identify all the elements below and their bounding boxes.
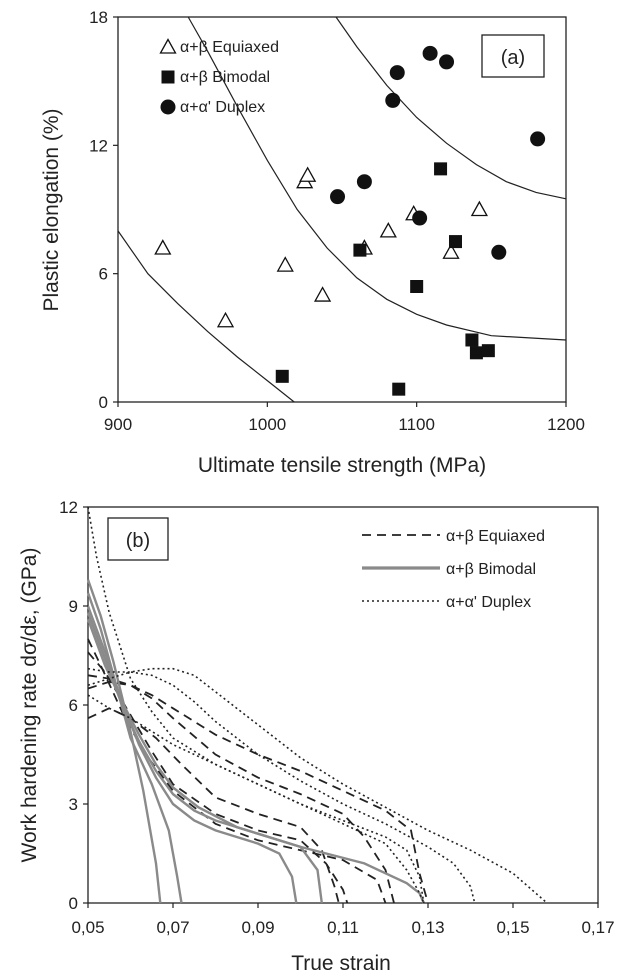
data-point-filled-square-4 bbox=[410, 280, 424, 293]
data-point-filled-square-6 bbox=[448, 235, 462, 249]
panel-a-tag: (a) bbox=[501, 47, 525, 69]
legend-label: α+β Bimodal bbox=[446, 561, 536, 578]
x-tick-label: 1100 bbox=[398, 415, 435, 434]
panel-a-markers bbox=[154, 45, 546, 396]
data-point-filled-circle-5 bbox=[412, 210, 428, 226]
x-tick-label: 0,09 bbox=[241, 918, 274, 937]
data-point-open-triangle-11 bbox=[470, 200, 488, 217]
panel-b-ticks: 0,05 0,07 0,09 0,11 0,13 0,15 0,17 0 3 6 9 12 bbox=[59, 498, 614, 937]
data-point-filled-square-7 bbox=[465, 333, 479, 347]
panel-b-x-axis-label: True strain bbox=[291, 952, 391, 975]
panel-b-y-axis-label: Work hardening rate dσ/dε, (GPa) bbox=[18, 548, 41, 863]
x-tick-label: 0,05 bbox=[71, 918, 104, 937]
data-point-filled-square-5 bbox=[434, 162, 448, 176]
legend-label: α+β Equiaxed bbox=[180, 39, 279, 56]
series-dashed-curve-3 bbox=[87, 651, 349, 904]
data-point-open-triangle-6 bbox=[313, 286, 332, 302]
legend-marker-filled-square bbox=[161, 70, 175, 84]
data-point-open-triangle-1 bbox=[154, 239, 172, 255]
panel-a-y-axis-label: Plastic elongation (%) bbox=[40, 108, 63, 311]
series-solid-curve-5 bbox=[86, 618, 425, 904]
x-tick-label: 0,17 bbox=[581, 918, 614, 937]
data-point-filled-circle-6 bbox=[422, 45, 438, 61]
panel-a-x-axis-label: Ultimate tensile strength (MPa) bbox=[198, 454, 486, 477]
y-tick-label: 6 bbox=[69, 696, 78, 715]
panel-a: 900 1000 1100 1200 0 6 12 18 Ultimate tensile s… bbox=[40, 8, 585, 477]
y-tick-label: 0 bbox=[69, 894, 78, 913]
y-tick-label: 9 bbox=[69, 597, 78, 616]
data-point-filled-square-1 bbox=[275, 369, 289, 383]
series-solid-curve-2 bbox=[86, 592, 183, 904]
legend-label: α+α' Duplex bbox=[180, 99, 265, 116]
data-point-filled-square-3 bbox=[392, 382, 406, 396]
legend-label: α+β Bimodal bbox=[180, 69, 270, 86]
y-tick-label: 0 bbox=[99, 393, 108, 412]
y-tick-label: 18 bbox=[89, 8, 108, 27]
x-tick-label: 1200 bbox=[547, 415, 585, 434]
panel-b-tag: (b) bbox=[126, 530, 150, 552]
panel-b-tag-box bbox=[107, 517, 169, 561]
legend-label: α+β Equiaxed bbox=[446, 528, 545, 545]
series-dashed-curve-1 bbox=[87, 674, 429, 904]
panel-a-ticks: 900 1000 1100 1200 0 6 12 18 bbox=[89, 8, 585, 434]
data-point-filled-circle-1 bbox=[330, 189, 346, 205]
data-point-open-triangle-8 bbox=[379, 222, 397, 238]
series-dashed-curve-5 bbox=[87, 707, 340, 904]
data-point-filled-circle-9 bbox=[530, 131, 546, 147]
data-point-open-triangle-2 bbox=[216, 311, 235, 328]
data-point-open-triangle-10 bbox=[442, 243, 460, 259]
x-tick-label: 900 bbox=[104, 415, 132, 434]
series-solid-curve-1 bbox=[86, 579, 162, 904]
x-tick-label: 1000 bbox=[248, 415, 286, 434]
data-point-filled-square-2 bbox=[353, 243, 367, 257]
legend-marker-open-triangle bbox=[159, 38, 177, 54]
y-tick-label: 6 bbox=[99, 265, 108, 284]
x-tick-label: 0,07 bbox=[156, 918, 189, 937]
data-point-filled-circle-4 bbox=[389, 65, 405, 81]
data-point-filled-circle-2 bbox=[356, 174, 372, 190]
y-tick-label: 12 bbox=[89, 136, 108, 155]
data-point-open-triangle-3 bbox=[276, 256, 294, 272]
y-tick-label: 12 bbox=[59, 498, 78, 517]
series-dashed-curve-4 bbox=[87, 638, 387, 904]
panel-b-legend: α+β Equiaxed α+β Bimodal α+α' Duplex bbox=[362, 528, 545, 611]
series-dashed-curve-2 bbox=[87, 680, 395, 904]
panel-a-plot-frame bbox=[117, 16, 567, 403]
data-point-filled-circle-3 bbox=[385, 92, 401, 108]
data-point-filled-square-9 bbox=[481, 344, 495, 358]
panel-a-tag-box bbox=[481, 34, 545, 78]
x-tick-label: 0,13 bbox=[411, 918, 444, 937]
series-solid-curve-4 bbox=[86, 612, 323, 904]
data-point-filled-square-8 bbox=[469, 346, 483, 360]
x-tick-label: 0,11 bbox=[327, 918, 359, 937]
panel-b: 0,05 0,07 0,09 0,11 0,13 0,15 0,17 0 3 6 9 12 True … bbox=[18, 498, 615, 975]
iso-curve-3 bbox=[335, 16, 567, 200]
y-tick-label: 3 bbox=[69, 795, 78, 814]
data-point-filled-circle-8 bbox=[491, 244, 507, 260]
legend-marker-filled-circle bbox=[160, 99, 176, 115]
panel-b-curves bbox=[86, 506, 548, 904]
iso-curve-1 bbox=[117, 230, 295, 403]
data-point-open-triangle-5 bbox=[299, 166, 317, 182]
x-tick-label: 0,15 bbox=[496, 918, 529, 937]
series-dotted-curve-2 bbox=[87, 667, 548, 904]
panel-a-legend: α+β Equiaxed α+β Bimodal α+α' Duplex bbox=[159, 38, 279, 116]
iso-curve-2 bbox=[187, 16, 567, 341]
legend-label: α+α' Duplex bbox=[446, 594, 531, 611]
data-point-filled-circle-7 bbox=[439, 54, 455, 70]
series-dotted-curve-3 bbox=[87, 671, 476, 904]
panel-a-iso-curves bbox=[117, 16, 567, 403]
series-solid-curve-3 bbox=[86, 605, 298, 904]
series-dotted-curve-4 bbox=[87, 694, 425, 904]
